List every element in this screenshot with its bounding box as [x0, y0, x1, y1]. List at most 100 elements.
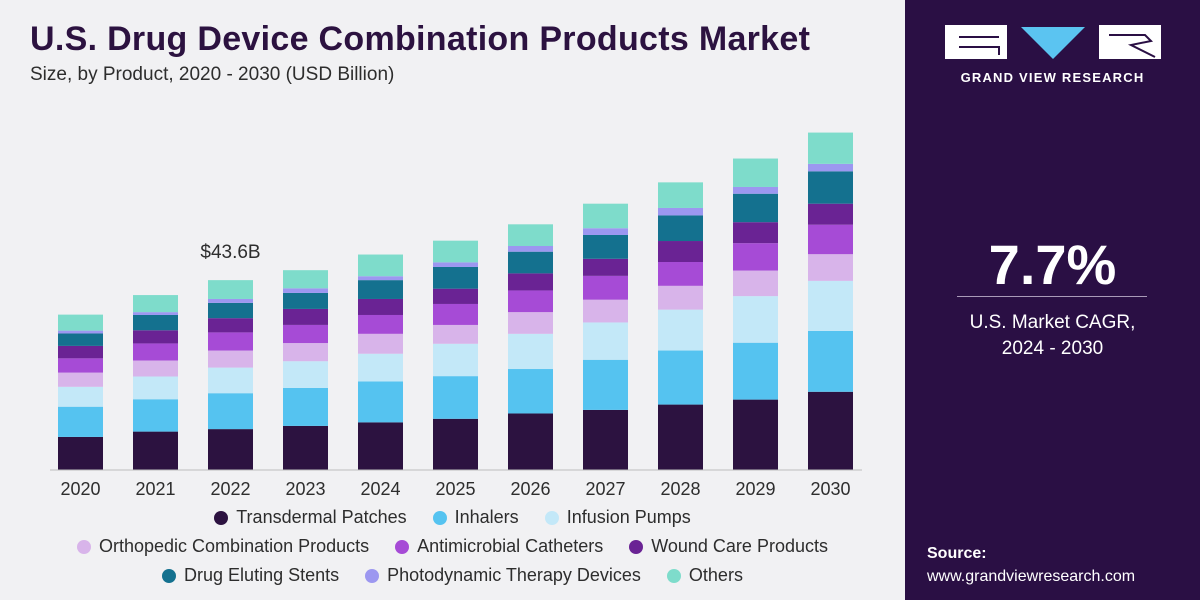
legend-swatch-icon	[214, 510, 229, 525]
bar-segment-2027-infusion-pumps	[583, 322, 628, 360]
brand-name: GRAND VIEW RESEARCH	[960, 70, 1145, 85]
bar-segment-2020-inhalers	[58, 406, 103, 437]
x-tick-label-2023: 2023	[285, 479, 325, 499]
bar-segment-2020-photodynamic-therapy-devices	[58, 330, 103, 334]
legend-item-inhalers: Inhalers	[432, 507, 519, 528]
source-url[interactable]: www.grandviewresearch.com	[927, 568, 1136, 585]
legend-swatch-icon	[77, 539, 91, 554]
bar-segment-2026-orthopedic-combination-products	[508, 312, 553, 334]
cagr-label: U.S. Market CAGR, 2024 - 2030	[905, 310, 1200, 362]
bar-segment-2029-antimicrobial-catheters	[733, 243, 778, 271]
bar-segment-2023-wound-care-products	[283, 308, 328, 325]
bar-segment-2028-others	[658, 182, 703, 208]
bar-segment-2022-photodynamic-therapy-devices	[208, 298, 253, 303]
x-tick-label-2026: 2026	[510, 479, 550, 499]
bar-segment-2020-infusion-pumps	[58, 386, 103, 407]
bar-segment-2022-infusion-pumps	[208, 367, 253, 394]
bar-segment-2024-photodynamic-therapy-devices	[358, 276, 403, 281]
bar-segment-2029-transdermal-patches	[733, 399, 778, 470]
bar-segment-2028-infusion-pumps	[658, 309, 703, 351]
chart-title: U.S. Drug Device Combination Products Ma…	[30, 20, 811, 58]
bar-segment-2026-drug-eluting-stents	[508, 251, 553, 274]
bar-segment-2025-others	[433, 240, 478, 263]
legend-item-transdermal-patches: Transdermal Patches	[214, 507, 407, 528]
legend-row: Transdermal Patches Inhalers Infusion Pump…	[0, 507, 905, 528]
legend-item-infusion-pumps: Infusion Pumps	[544, 507, 691, 528]
bar-segment-2024-orthopedic-combination-products	[358, 333, 403, 354]
bar-segment-2027-wound-care-products	[583, 258, 628, 276]
bar-segment-2030-inhalers	[808, 330, 853, 392]
bar-segment-2020-orthopedic-combination-products	[58, 372, 103, 387]
bar-segment-2023-infusion-pumps	[283, 361, 328, 388]
bar-segment-2021-orthopedic-combination-products	[133, 360, 178, 377]
legend-swatch-icon	[432, 510, 447, 525]
bar-segment-2020-wound-care-products	[58, 345, 103, 359]
bar-segment-2027-drug-eluting-stents	[583, 234, 628, 259]
legend-swatch-icon	[395, 539, 410, 554]
bar-segment-2027-antimicrobial-catheters	[583, 275, 628, 300]
bar-segment-2027-others	[583, 203, 628, 229]
legend-label: Others	[688, 565, 743, 585]
bar-segment-2029-photodynamic-therapy-devices	[733, 186, 778, 194]
bar-segment-2024-antimicrobial-catheters	[358, 314, 403, 334]
bar-segment-2030-infusion-pumps	[808, 280, 853, 331]
legend-swatch-icon	[666, 568, 681, 583]
x-tick-label-2024: 2024	[360, 479, 400, 499]
bar-segment-2021-photodynamic-therapy-devices	[133, 312, 178, 315]
legend-item-others: Others	[666, 565, 743, 586]
cagr-label-line2: 2024 - 2030	[1001, 338, 1104, 359]
bar-segment-2024-transdermal-patches	[358, 422, 403, 470]
bar-segment-2029-orthopedic-combination-products	[733, 270, 778, 297]
bar-segment-2023-drug-eluting-stents	[283, 292, 328, 309]
bar-segment-2022-antimicrobial-catheters	[208, 332, 253, 351]
legend-label: Drug Eluting Stents	[184, 565, 340, 585]
bar-segment-2021-antimicrobial-catheters	[133, 343, 178, 361]
bar-segment-2028-wound-care-products	[658, 241, 703, 262]
bar-segment-2021-inhalers	[133, 399, 178, 432]
bar-segment-2027-inhalers	[583, 359, 628, 410]
bar-segment-2026-others	[508, 224, 553, 246]
bar-segment-2020-antimicrobial-catheters	[58, 358, 103, 373]
bar-segment-2023-inhalers	[283, 387, 328, 426]
bar-segment-2021-transdermal-patches	[133, 431, 178, 470]
legend-item-antimicrobial-catheters: Antimicrobial Catheters	[395, 536, 603, 557]
bar-segment-2022-inhalers	[208, 393, 253, 430]
legend-row: Drug Eluting Stents Photodynamic Therapy …	[0, 565, 905, 586]
bar-segment-2028-transdermal-patches	[658, 404, 703, 470]
source-title: Source:	[927, 545, 987, 562]
legend-swatch-icon	[162, 568, 177, 583]
bar-segment-2020-transdermal-patches	[58, 436, 103, 470]
bar-segment-2030-antimicrobial-catheters	[808, 224, 853, 255]
bar-segment-2025-inhalers	[433, 376, 478, 419]
bar-segment-2025-drug-eluting-stents	[433, 266, 478, 289]
bar-segment-2026-wound-care-products	[508, 273, 553, 291]
chart-panel: U.S. Drug Device Combination Products Ma…	[0, 0, 905, 600]
bar-segment-2021-others	[133, 295, 178, 313]
bar-segment-2028-orthopedic-combination-products	[658, 285, 703, 310]
bar-segment-2022-orthopedic-combination-products	[208, 350, 253, 368]
sidebar-panel: GRAND VIEW RESEARCH 7.7% U.S. Market CAG…	[905, 0, 1200, 600]
x-tick-label-2020: 2020	[60, 479, 100, 499]
x-tick-label-2029: 2029	[735, 479, 775, 499]
bar-segment-2028-drug-eluting-stents	[658, 215, 703, 242]
bar-segment-2023-others	[283, 270, 328, 289]
bar-segment-2025-photodynamic-therapy-devices	[433, 262, 478, 267]
bar-segment-2021-drug-eluting-stents	[133, 314, 178, 331]
legend-label: Antimicrobial Catheters	[417, 536, 604, 556]
bar-segment-2030-photodynamic-therapy-devices	[808, 163, 853, 172]
legend-label: Inhalers	[454, 507, 519, 527]
legend-label: Photodynamic Therapy Devices	[387, 565, 641, 585]
bar-segment-2029-infusion-pumps	[733, 296, 778, 343]
cagr-label-line1: U.S. Market CAGR,	[969, 312, 1136, 333]
bar-segment-2022-drug-eluting-stents	[208, 302, 253, 319]
bar-segment-2025-transdermal-patches	[433, 418, 478, 470]
bar-segment-2023-photodynamic-therapy-devices	[283, 288, 328, 293]
bar-segment-2027-transdermal-patches	[583, 409, 628, 470]
bar-segment-2022-others	[208, 280, 253, 299]
legend-item-drug-eluting-stents: Drug Eluting Stents	[162, 565, 339, 586]
x-tick-label-2021: 2021	[135, 479, 175, 499]
legend-row: Orthopedic Combination Products Antimicro…	[0, 536, 905, 557]
bar-segment-2023-antimicrobial-catheters	[283, 324, 328, 344]
bar-segment-2026-infusion-pumps	[508, 333, 553, 370]
bar-segment-2020-others	[58, 314, 103, 331]
